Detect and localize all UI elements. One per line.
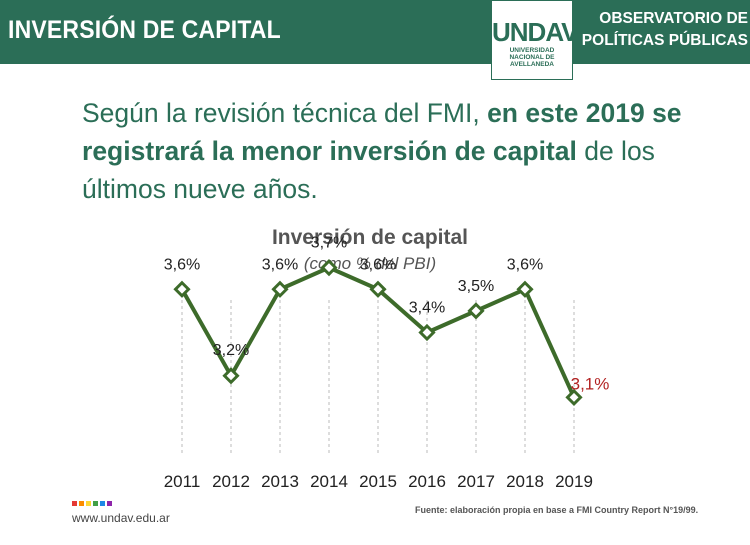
data-label: 3,1% (571, 374, 610, 393)
data-label: 3,6% (507, 256, 543, 273)
x-tick-label: 2013 (261, 472, 299, 491)
brand-color-dots (72, 501, 112, 506)
observatory-line-1: OBSERVATORIO DE (599, 10, 748, 27)
brand-dot (79, 501, 84, 506)
data-label: 3,4% (409, 300, 445, 317)
brand-dot (93, 501, 98, 506)
data-point (320, 259, 338, 277)
logo-line-1: UNIVERSIDAD (509, 47, 555, 54)
brand-dot (72, 501, 77, 506)
x-tick-label: 2011 (164, 472, 201, 491)
headline-part-1: Según la revisión técnica del FMI, (82, 98, 488, 128)
brand-dot (100, 501, 105, 506)
data-point (467, 302, 485, 320)
logo-line-3: AVELLANEDA (510, 61, 554, 68)
brand-dot (86, 501, 91, 506)
brand-dot (107, 501, 112, 506)
headline: Según la revisión técnica del FMI, en es… (82, 94, 692, 208)
logo-mark: UNDAV (492, 17, 579, 47)
data-label: 3,2% (213, 342, 249, 359)
x-tick-label: 2012 (212, 472, 250, 491)
data-point (516, 280, 534, 298)
data-label: 3,7% (311, 235, 347, 252)
header-bar: INVERSIÓN DE CAPITAL UNDAV UNIVERSIDAD N… (0, 0, 750, 80)
data-point (271, 280, 289, 298)
x-tick-label: 2016 (408, 472, 446, 491)
x-tick-label: 2019 (555, 472, 593, 491)
x-tick-label: 2015 (359, 472, 397, 491)
page-title: INVERSIÓN DE CAPITAL (8, 16, 281, 44)
footer-url: www.undav.edu.ar (72, 511, 170, 525)
headline-part-2: en este 2019 se registrará la menor inve… (82, 98, 682, 166)
footer-source: Fuente: elaboración propia en base a FMI… (415, 505, 699, 515)
data-point (173, 280, 191, 298)
data-point (565, 388, 583, 406)
data-label: 3,5% (458, 278, 494, 295)
chart-title: Inversión de capital (271, 226, 469, 249)
observatory-line-2: POLÍTICAS PÚBLICAS (581, 32, 748, 49)
data-label: 3,6% (262, 256, 298, 273)
undav-logo: UNDAV UNIVERSIDAD NACIONAL DE AVELLANEDA (491, 0, 579, 80)
data-label: 3,6% (360, 256, 396, 273)
x-tick-label: 2018 (506, 472, 544, 491)
data-point (222, 367, 240, 385)
headline-part-3: de los últimos nueve años. (82, 136, 655, 204)
data-point (369, 280, 387, 298)
x-tick-label: 2017 (457, 472, 495, 491)
data-label: 3,6% (164, 256, 200, 273)
x-tick-label: 2014 (310, 472, 348, 491)
data-point (418, 323, 436, 342)
observatory-label: OBSERVATORIO DE POLÍTICAS PÚBLICAS (573, 8, 748, 52)
logo-line-2: NACIONAL DE (509, 54, 555, 61)
